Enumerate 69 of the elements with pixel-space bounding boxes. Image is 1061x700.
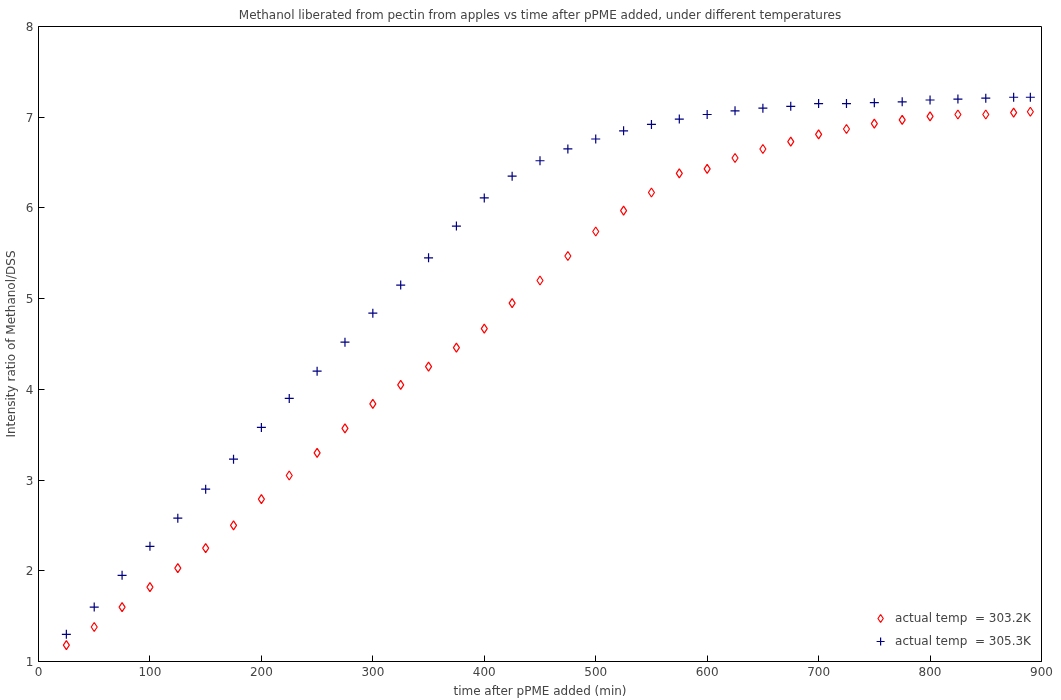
- point: [926, 111, 934, 122]
- y-tick-label: 5: [25, 292, 34, 307]
- point: [647, 187, 656, 198]
- point: [229, 520, 238, 531]
- point: [202, 543, 210, 554]
- point: [1026, 106, 1034, 117]
- point: [62, 640, 70, 651]
- point: [480, 323, 488, 334]
- point: [395, 279, 406, 291]
- point: [619, 205, 628, 216]
- point: [954, 109, 962, 120]
- point: [341, 423, 349, 434]
- x-tick-label: 700: [807, 664, 831, 679]
- point: [144, 541, 156, 552]
- y-tick-label: 3: [25, 473, 34, 488]
- x-tick-label: 0: [34, 664, 43, 679]
- x-tick-label: 100: [138, 664, 162, 679]
- y-tick-label: 8: [25, 20, 34, 34]
- point: [952, 93, 964, 105]
- y-tick-label: 4: [25, 382, 34, 397]
- point: [257, 494, 265, 505]
- point: [200, 484, 211, 495]
- point: [924, 94, 936, 106]
- point: [116, 570, 128, 581]
- y-tick-label: 1: [25, 655, 34, 669]
- point: [562, 143, 573, 155]
- point: [757, 103, 768, 114]
- point: [675, 168, 683, 179]
- y-tick-label: 6: [25, 201, 34, 216]
- point: [842, 123, 851, 135]
- y-axis-title: Intensity ratio of Methanol/DSS: [3, 250, 18, 438]
- point: [536, 275, 544, 286]
- point: [507, 171, 518, 182]
- point: [590, 133, 601, 145]
- point: [452, 342, 461, 353]
- point: [534, 155, 546, 166]
- legend-label: actual temp = 305.3K: [895, 634, 1031, 648]
- point: [451, 220, 462, 232]
- x-tick-label: 600: [695, 664, 719, 679]
- chart-title: Methanol liberated from pectin from apples vs time after pPME added, under different temperatures: [238, 7, 842, 22]
- point: [313, 447, 321, 458]
- point: [787, 136, 795, 147]
- point: [339, 337, 351, 348]
- point: [146, 582, 154, 593]
- point: [479, 192, 490, 204]
- point: [815, 129, 823, 140]
- point: [508, 298, 516, 309]
- x-tick-label: 500: [584, 664, 608, 679]
- point: [674, 113, 685, 125]
- y-tick-label: 2: [25, 564, 34, 579]
- point: [870, 118, 878, 129]
- point: [312, 366, 323, 377]
- point: [397, 379, 405, 390]
- x-tick-label: 300: [361, 664, 385, 679]
- legend-label: actual temp = 303.2K: [895, 611, 1031, 625]
- point: [982, 109, 990, 120]
- x-tick-label: 200: [249, 664, 273, 679]
- point: [1010, 107, 1018, 118]
- x-tick-label: 900: [1030, 664, 1053, 679]
- y-tick-label: 7: [25, 110, 34, 125]
- point: [89, 601, 100, 613]
- point: [424, 361, 433, 372]
- point: [592, 226, 600, 237]
- x-axis-title: time after pPME added (min): [453, 683, 627, 698]
- point: [729, 105, 741, 116]
- x-tick-label: 400: [472, 664, 496, 679]
- point: [369, 398, 377, 409]
- point: [285, 470, 293, 481]
- x-tick-label: 800: [918, 664, 942, 679]
